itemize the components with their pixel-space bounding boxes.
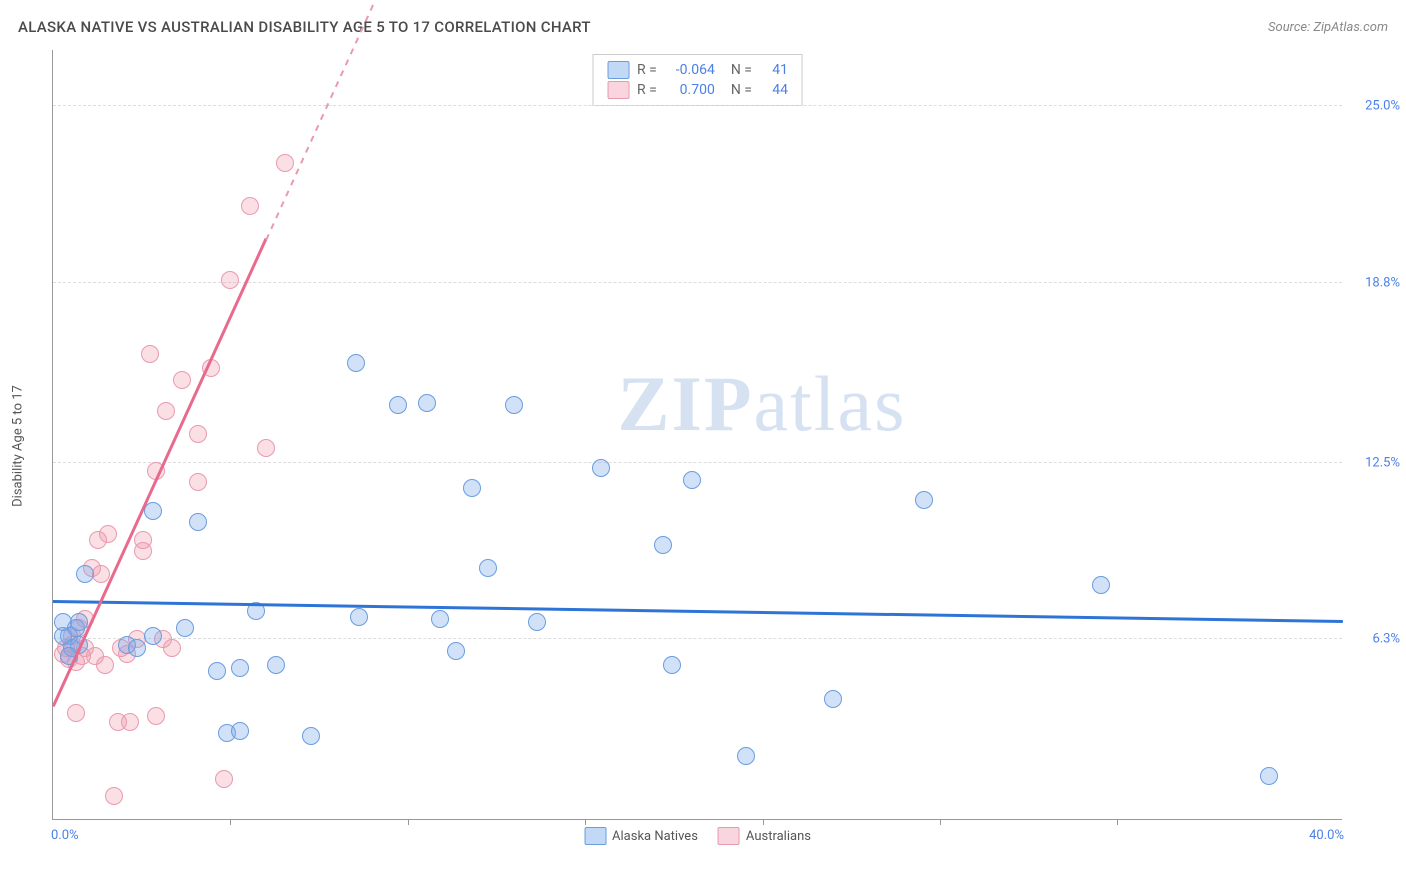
data-point-blue bbox=[189, 513, 207, 531]
data-point-pink bbox=[241, 197, 259, 215]
series-legend: Alaska Natives Australians bbox=[584, 827, 811, 845]
data-point-pink bbox=[189, 425, 207, 443]
x-tick-mark bbox=[1117, 819, 1118, 825]
legend-swatch bbox=[584, 827, 606, 845]
y-tick-label: 12.5% bbox=[1348, 455, 1400, 470]
legend-item: Alaska Natives bbox=[584, 827, 698, 845]
data-point-blue bbox=[231, 722, 249, 740]
data-point-blue bbox=[267, 656, 285, 674]
data-point-pink bbox=[215, 770, 233, 788]
data-point-blue bbox=[737, 747, 755, 765]
source-attribution: Source: ZipAtlas.com bbox=[1268, 20, 1388, 35]
data-point-blue bbox=[915, 491, 933, 509]
data-point-blue bbox=[176, 619, 194, 637]
chart-title: ALASKA NATIVE VS AUSTRALIAN DISABILITY A… bbox=[18, 18, 591, 36]
n-label: N = bbox=[731, 82, 752, 98]
legend-swatch bbox=[718, 827, 740, 845]
r-value: 0.700 bbox=[665, 82, 715, 98]
y-axis-label: Disability Age 5 to 17 bbox=[11, 385, 26, 507]
data-point-pink bbox=[67, 704, 85, 722]
watermark: ZIPatlas bbox=[617, 359, 906, 449]
data-point-pink bbox=[147, 707, 165, 725]
x-tick-mark bbox=[585, 819, 586, 825]
data-point-pink bbox=[121, 713, 139, 731]
data-point-blue bbox=[418, 394, 436, 412]
legend-label: Alaska Natives bbox=[612, 829, 698, 844]
data-point-blue bbox=[144, 502, 162, 520]
data-point-blue bbox=[231, 659, 249, 677]
data-point-blue bbox=[389, 396, 407, 414]
legend-swatch bbox=[607, 81, 629, 99]
x-tick-mark bbox=[408, 819, 409, 825]
data-point-blue bbox=[1092, 576, 1110, 594]
data-point-pink bbox=[163, 639, 181, 657]
x-tick-label: 40.0% bbox=[1309, 828, 1344, 843]
data-point-pink bbox=[141, 345, 159, 363]
data-point-blue bbox=[654, 536, 672, 554]
y-tick-label: 18.8% bbox=[1348, 275, 1400, 290]
data-point-blue bbox=[70, 613, 88, 631]
data-point-blue bbox=[350, 608, 368, 626]
data-point-pink bbox=[157, 402, 175, 420]
data-point-blue bbox=[431, 610, 449, 628]
data-point-pink bbox=[134, 531, 152, 549]
data-point-blue bbox=[463, 479, 481, 497]
data-point-blue bbox=[76, 565, 94, 583]
y-tick-label: 6.3% bbox=[1348, 632, 1400, 647]
data-point-blue bbox=[592, 459, 610, 477]
data-point-blue bbox=[663, 656, 681, 674]
legend-label: Australians bbox=[746, 829, 811, 844]
data-point-blue bbox=[683, 471, 701, 489]
data-point-blue bbox=[128, 639, 146, 657]
data-point-pink bbox=[105, 787, 123, 805]
data-point-blue bbox=[447, 642, 465, 660]
data-point-blue bbox=[302, 727, 320, 745]
n-value: 44 bbox=[760, 82, 788, 98]
data-point-blue bbox=[528, 613, 546, 631]
data-point-pink bbox=[189, 473, 207, 491]
gridline bbox=[53, 105, 1342, 106]
data-point-blue bbox=[1260, 767, 1278, 785]
legend-swatch bbox=[607, 61, 629, 79]
data-point-blue bbox=[824, 690, 842, 708]
scatter-plot: ZIPatlas R =-0.064N =41R =0.700N =44 Ala… bbox=[52, 50, 1342, 820]
data-point-blue bbox=[208, 662, 226, 680]
r-label: R = bbox=[637, 82, 657, 98]
y-tick-label: 25.0% bbox=[1348, 99, 1400, 114]
data-point-pink bbox=[257, 439, 275, 457]
gridline bbox=[53, 462, 1342, 463]
n-value: 41 bbox=[760, 62, 788, 78]
r-label: R = bbox=[637, 62, 657, 78]
data-point-pink bbox=[221, 271, 239, 289]
data-point-blue bbox=[505, 396, 523, 414]
gridline bbox=[53, 638, 1342, 639]
data-point-blue bbox=[479, 559, 497, 577]
data-point-pink bbox=[276, 154, 294, 172]
legend-row: R = -0.064 N = 41 bbox=[607, 61, 788, 79]
data-point-pink bbox=[173, 371, 191, 389]
data-point-pink bbox=[99, 525, 117, 543]
r-value: -0.064 bbox=[665, 62, 715, 78]
legend-item: Australians bbox=[718, 827, 811, 845]
n-label: N = bbox=[731, 62, 752, 78]
correlation-legend: R = -0.064 N = 41 R = 0.700 N = 44 bbox=[592, 54, 803, 106]
x-tick-label: 0.0% bbox=[51, 828, 79, 843]
data-point-blue bbox=[144, 627, 162, 645]
data-point-pink bbox=[96, 656, 114, 674]
x-tick-mark bbox=[940, 819, 941, 825]
x-tick-mark bbox=[230, 819, 231, 825]
legend-row: R = 0.700 N = 44 bbox=[607, 81, 788, 99]
data-point-blue bbox=[347, 354, 365, 372]
x-tick-mark bbox=[763, 819, 764, 825]
